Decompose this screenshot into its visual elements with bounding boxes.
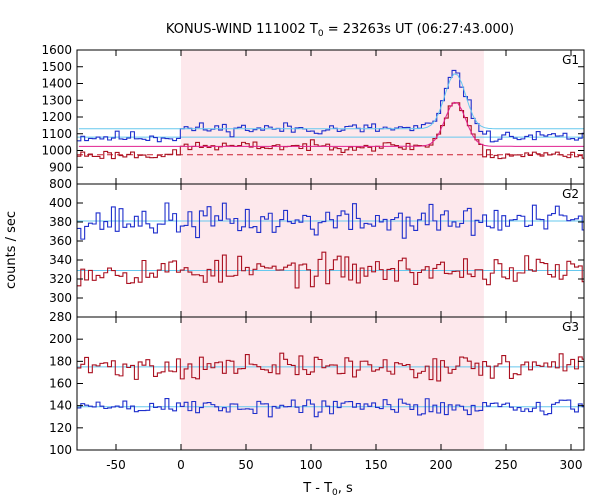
y-tick-label: 360 (49, 234, 72, 248)
plot-area: 8009001000110012001300140015001600G12803… (41, 43, 585, 472)
y-tick-label: 140 (49, 399, 72, 413)
panel-label-g2: G2 (562, 187, 579, 201)
x-axis-label-main: T - T (302, 481, 332, 496)
peak-fit-curve (78, 101, 584, 147)
y-tick-label: 900 (49, 160, 72, 174)
y-tick-label: 1500 (41, 60, 72, 74)
shaded-interval (181, 317, 484, 450)
histogram-series_a (77, 202, 584, 240)
y-tick-label: 100 (49, 443, 72, 457)
x-tick-label: 200 (430, 458, 453, 472)
x-tick-label: -50 (106, 458, 126, 472)
shaded-interval (181, 50, 484, 184)
x-tick-label: 100 (300, 458, 323, 472)
y-tick-label: 280 (49, 310, 72, 324)
y-tick-label: 340 (49, 253, 72, 267)
y-tick-label: 1000 (41, 144, 72, 158)
y-tick-label: 400 (49, 196, 72, 210)
chart-title: KONUS-WIND 111002 T0 = 23263s UT (06:27:… (166, 22, 514, 39)
x-tick-label: 150 (365, 458, 388, 472)
histogram-series_a (77, 69, 584, 143)
x-axis-label-tail: , s (338, 481, 353, 496)
histogram-series_b (77, 102, 584, 160)
y-tick-label: 160 (49, 377, 72, 391)
y-tick-label: 320 (49, 272, 72, 286)
x-axis-label-subscript: 0 (332, 488, 338, 498)
panel-g2-plot (77, 202, 584, 289)
chart-title-subscript: 0 (318, 29, 324, 39)
y-tick-label: 180 (49, 354, 72, 368)
peak-fit-curve (78, 73, 584, 130)
y-tick-label: 1100 (41, 127, 72, 141)
x-tick-label: 0 (177, 458, 185, 472)
histogram-series_b (77, 251, 584, 289)
y-tick-label: 1400 (41, 77, 72, 91)
y-tick-label: 1600 (41, 43, 72, 57)
x-tick-label: 250 (495, 458, 518, 472)
x-tick-label: 50 (238, 458, 253, 472)
panel-g3-plot (77, 352, 584, 418)
histogram-series_a (77, 398, 584, 418)
x-tick-label: 300 (560, 458, 583, 472)
y-tick-label: 120 (49, 421, 72, 435)
panel-label-g3: G3 (562, 320, 579, 334)
y-tick-label: 1200 (41, 110, 72, 124)
y-tick-label: 200 (49, 332, 72, 346)
x-axis-label: T - T0, s (302, 481, 353, 498)
y-tick-label: 800 (49, 177, 72, 191)
panel-g1-plot (77, 69, 584, 160)
y-axis-label: counts / sec (4, 211, 19, 289)
panel-label-g1: G1 (562, 53, 579, 67)
y-tick-label: 300 (49, 291, 72, 305)
y-tick-label: 380 (49, 215, 72, 229)
chart-title-main: KONUS-WIND 111002 T (166, 22, 318, 37)
y-tick-label: 1300 (41, 93, 72, 107)
chart-title-tail: = 23263s UT (06:27:43.000) (324, 22, 514, 37)
histogram-series_b (77, 352, 584, 382)
